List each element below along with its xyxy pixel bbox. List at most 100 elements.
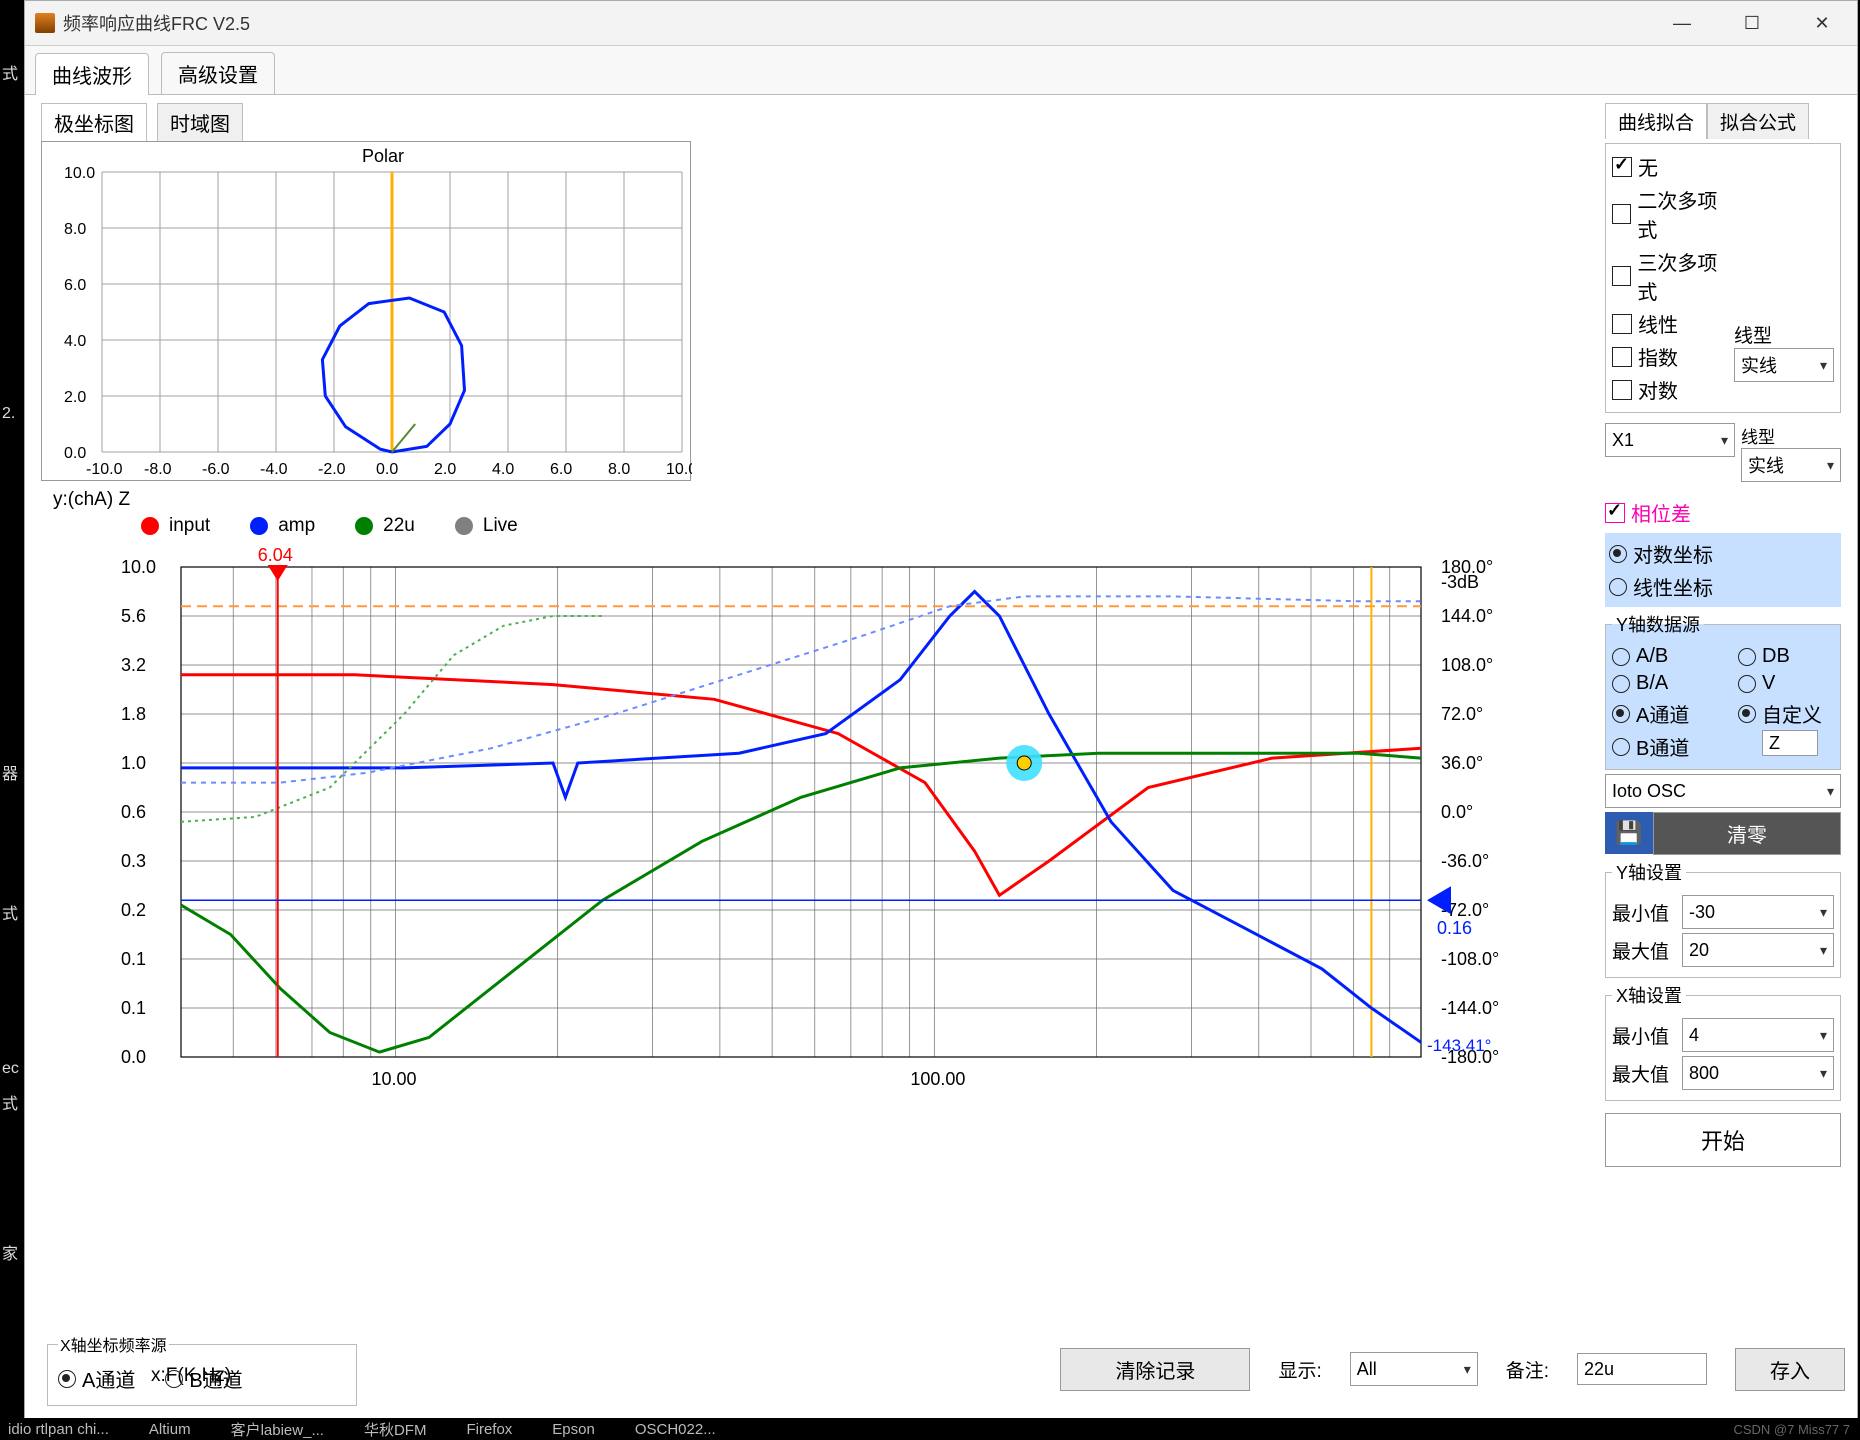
ysrc-custom-input[interactable]: Z [1762, 730, 1818, 756]
line-style-select[interactable]: 实线▾ [1734, 348, 1834, 382]
fit-none[interactable]: 无 [1612, 150, 1734, 183]
ymax-label: 最大值 [1612, 937, 1676, 964]
svg-text:6.0: 6.0 [64, 277, 86, 294]
svg-text:108.0°: 108.0° [1441, 655, 1493, 675]
show-select[interactable]: All▾ [1350, 1352, 1478, 1386]
fit-tab-formula[interactable]: 拟合公式 [1707, 103, 1809, 139]
svg-text:0.2: 0.2 [121, 900, 146, 920]
legend-dot-22u [355, 517, 373, 535]
svg-text:0.1: 0.1 [121, 998, 146, 1018]
xmin-label: 最小值 [1612, 1022, 1676, 1049]
xmin-select[interactable]: 4▾ [1682, 1018, 1834, 1052]
taskbar: idio rtlpan chi...Altium客户labiew_... 华秋D… [0, 1418, 1860, 1440]
series-legend: input amp 22u Live [41, 509, 1605, 547]
main-chart-svg: 10.0180.0°5.6144.0°3.2108.0°1.872.0°1.03… [41, 547, 1601, 1107]
y-settings-legend: Y轴设置 [1612, 859, 1686, 885]
svg-text:-8.0: -8.0 [144, 461, 172, 478]
svg-text:36.0°: 36.0° [1441, 753, 1483, 773]
tab-advanced-settings[interactable]: 高级设置 [161, 52, 275, 94]
minimize-button[interactable]: — [1647, 1, 1717, 46]
fit-exp[interactable]: 指数 [1612, 340, 1734, 373]
y-axis-label: y:(chA) Z [53, 489, 130, 511]
maximize-button[interactable]: ☐ [1717, 1, 1787, 46]
x-axis-settings: X轴设置 最小值4▾ 最大值800▾ [1605, 982, 1841, 1101]
svg-text:0.3: 0.3 [121, 851, 146, 871]
svg-text:-36.0°: -36.0° [1441, 851, 1489, 871]
svg-text:Polar: Polar [362, 146, 404, 166]
note-label: 备注: [1506, 1356, 1549, 1383]
fit-quad[interactable]: 二次多项式 [1612, 183, 1734, 245]
device-select[interactable]: Ioto OSC▾ [1605, 774, 1841, 808]
svg-text:-4.0: -4.0 [260, 461, 288, 478]
clear-log-button[interactable]: 清除记录 [1060, 1348, 1250, 1391]
svg-text:4.0: 4.0 [64, 333, 86, 350]
window-title: 频率响应曲线FRC V2.5 [63, 10, 1647, 36]
freq-src-b[interactable]: B通道 [165, 1362, 242, 1395]
channel-x-select[interactable]: X1▾ [1605, 423, 1735, 457]
desktop-left-edge: 式 2. 器 式 ec 式 家 [0, 0, 24, 1440]
subtab-time-domain[interactable]: 时域图 [157, 103, 243, 141]
phase-diff-check[interactable]: 相位差 [1605, 496, 1841, 529]
freq-source-group: X轴坐标频率源 A通道 B通道 [47, 1332, 357, 1406]
line-style2-select[interactable]: 实线▾ [1741, 448, 1841, 482]
xmax-label: 最大值 [1612, 1060, 1676, 1087]
start-button[interactable]: 开始 [1605, 1113, 1841, 1167]
fit-log[interactable]: 对数 [1612, 373, 1734, 406]
svg-text:144.0°: 144.0° [1441, 606, 1493, 626]
polar-svg: Polar0.02.04.06.08.010.0-10.0-8.0-6.0-4.… [42, 142, 692, 482]
line-style2-label: 线型 [1741, 423, 1841, 448]
xmax-select[interactable]: 800▾ [1682, 1056, 1834, 1090]
ysrc-v[interactable]: V [1738, 670, 1834, 697]
svg-text:72.0°: 72.0° [1441, 704, 1483, 724]
titlebar[interactable]: 频率响应曲线FRC V2.5 — ☐ ✕ [25, 1, 1857, 46]
ysrc-cha[interactable]: A通道 [1612, 697, 1738, 730]
coord-log[interactable]: 对数坐标 [1609, 537, 1837, 570]
tab-curve-waveform[interactable]: 曲线波形 [35, 53, 149, 95]
svg-text:8.0: 8.0 [608, 461, 630, 478]
svg-text:10.0: 10.0 [121, 557, 156, 577]
fit-cubic[interactable]: 三次多项式 [1612, 245, 1734, 307]
svg-text:-143.41°: -143.41° [1427, 1036, 1491, 1055]
fit-linear[interactable]: 线性 [1612, 307, 1734, 340]
main-chart: y:(chA) Z input amp 22u Live 10.0180.0°5… [41, 509, 1605, 1429]
fit-tab-curve[interactable]: 曲线拟合 [1605, 103, 1707, 139]
ysrc-ba[interactable]: B/A [1612, 670, 1738, 697]
store-button[interactable]: 存入 [1735, 1348, 1845, 1391]
svg-text:2.0: 2.0 [434, 461, 456, 478]
line-style-label: 线型 [1734, 321, 1834, 348]
note-input[interactable]: 22u [1577, 1353, 1707, 1385]
svg-text:-144.0°: -144.0° [1441, 998, 1499, 1018]
ymin-select[interactable]: -30▾ [1682, 895, 1834, 929]
coord-linear[interactable]: 线性坐标 [1609, 570, 1837, 603]
left-sub-tabs: 极坐标图 时域图 [41, 103, 1605, 141]
svg-text:0.0: 0.0 [376, 461, 398, 478]
svg-text:2.0: 2.0 [64, 389, 86, 406]
bottom-toolbar: X轴坐标频率源 A通道 B通道 清除记录 显示: All▾ 备注: 22u 存入 [25, 1320, 1857, 1424]
ysrc-db[interactable]: DB [1738, 643, 1834, 670]
svg-text:-108.0°: -108.0° [1441, 949, 1499, 969]
svg-text:5.6: 5.6 [121, 606, 146, 626]
app-window: 频率响应曲线FRC V2.5 — ☐ ✕ 曲线波形 高级设置 极坐标图 时域图 … [24, 0, 1858, 1425]
ysrc-chb[interactable]: B通道 [1612, 730, 1738, 763]
svg-text:8.0: 8.0 [64, 221, 86, 238]
clear-zero-button[interactable]: 清零 [1653, 812, 1841, 855]
main-tab-row: 曲线波形 高级设置 [25, 46, 1857, 95]
ysrc-custom[interactable]: 自定义 [1738, 697, 1834, 730]
freq-source-legend: X轴坐标频率源 [58, 1332, 169, 1356]
svg-text:100.00: 100.00 [910, 1069, 965, 1089]
svg-text:0.16: 0.16 [1437, 918, 1472, 938]
ymax-select[interactable]: 20▾ [1682, 933, 1834, 967]
freq-src-a[interactable]: A通道 [58, 1362, 135, 1395]
y-source-legend: Y轴数据源 [1612, 611, 1704, 637]
subtab-polar[interactable]: 极坐标图 [41, 103, 147, 141]
legend-dot-input [141, 517, 159, 535]
left-column: 极坐标图 时域图 Polar0.02.04.06.08.010.0-10.0-8… [25, 95, 1605, 1429]
ymin-label: 最小值 [1612, 899, 1676, 926]
svg-text:0.0°: 0.0° [1441, 802, 1473, 822]
ysrc-ab[interactable]: A/B [1612, 643, 1738, 670]
show-label: 显示: [1278, 1356, 1321, 1383]
svg-text:3.2: 3.2 [121, 655, 146, 675]
save-icon[interactable]: 💾 [1605, 812, 1653, 854]
svg-text:-3dB: -3dB [1441, 572, 1479, 592]
close-button[interactable]: ✕ [1787, 1, 1857, 46]
